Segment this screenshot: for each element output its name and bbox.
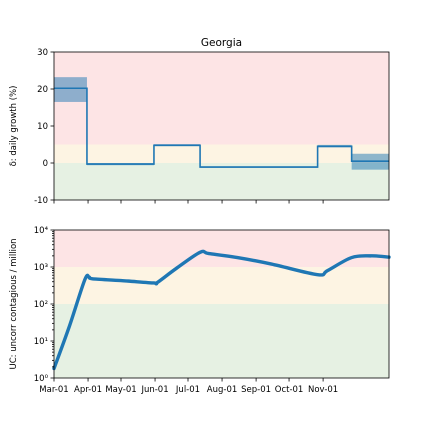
- growth-y-axis-ticks: -10 0 10 20 30: [34, 48, 54, 206]
- contagious-band-2: [54, 230, 389, 267]
- contagious-x-tick-label-5: Aug-01: [207, 385, 237, 395]
- growth-band-2: [54, 52, 389, 145]
- growth-band-1: [54, 144, 389, 163]
- chart-title: Georgia: [201, 37, 242, 49]
- contagious-x-tick-label-8: Nov-01: [308, 385, 338, 395]
- growth-y-axis-label: δ: daily growth (%): [9, 86, 19, 167]
- contagious-x-tick-label-1: Apr-01: [74, 385, 102, 395]
- contagious-x-tick-label-3: Jun-01: [140, 385, 168, 395]
- contagious-band-1: [54, 267, 389, 304]
- contagious-chart-panel: 10⁰ 10¹ 10² 10³ 10⁴ Mar-01 Apr-01 May-01 Jun-01…: [9, 226, 391, 395]
- growth-chart-panel: Georgia -10 0 10 20 30 δ: daily growth (%): [9, 37, 390, 206]
- growth-rate-line: [54, 87, 389, 168]
- contagious-y-tick-label-3: 10³: [34, 263, 48, 273]
- contagious-y-tick-label-0: 10⁰: [34, 374, 49, 384]
- growth-band-0: [54, 163, 389, 200]
- contagious-y-tick-label-1: 10¹: [34, 337, 48, 347]
- growth-y-tick-label-2: 10: [37, 122, 48, 132]
- contagious-y-axis-ticks: 10⁰ 10¹ 10² 10³ 10⁴: [34, 226, 54, 384]
- growth-ci-segment-0: [54, 77, 87, 102]
- growth-y-tick-label-4: 30: [37, 48, 48, 58]
- contagious-line: [52, 249, 391, 371]
- contagious-y-tick-label-2: 10²: [34, 300, 48, 310]
- contagious-x-axis-ticks: Mar-01 Apr-01 May-01 Jun-01 Jul-01 Aug-01 Sep-…: [39, 378, 338, 395]
- contagious-y-tick-label-4: 10⁴: [34, 226, 49, 236]
- contagious-x-tick-label-4: Jul-01: [175, 385, 200, 395]
- growth-y-tick-label-3: 20: [37, 85, 48, 95]
- contagious-y-axis-label: UC: uncorr contagious / million: [9, 238, 19, 369]
- contagious-x-tick-label-2: May-01: [105, 385, 136, 395]
- contagious-zone-bands: [54, 230, 389, 378]
- growth-y-tick-label-0: -10: [34, 196, 48, 206]
- contagious-x-tick-label-6: Sep-01: [241, 385, 271, 395]
- contagious-x-tick-label-7: Oct-01: [275, 385, 304, 395]
- growth-x-axis-ticks: [53, 200, 324, 204]
- growth-y-tick-label-1: 0: [43, 159, 48, 169]
- contagious-x-tick-label-0: Mar-01: [39, 385, 68, 395]
- growth-zone-bands: [54, 52, 389, 200]
- contagious-band-0: [54, 304, 389, 378]
